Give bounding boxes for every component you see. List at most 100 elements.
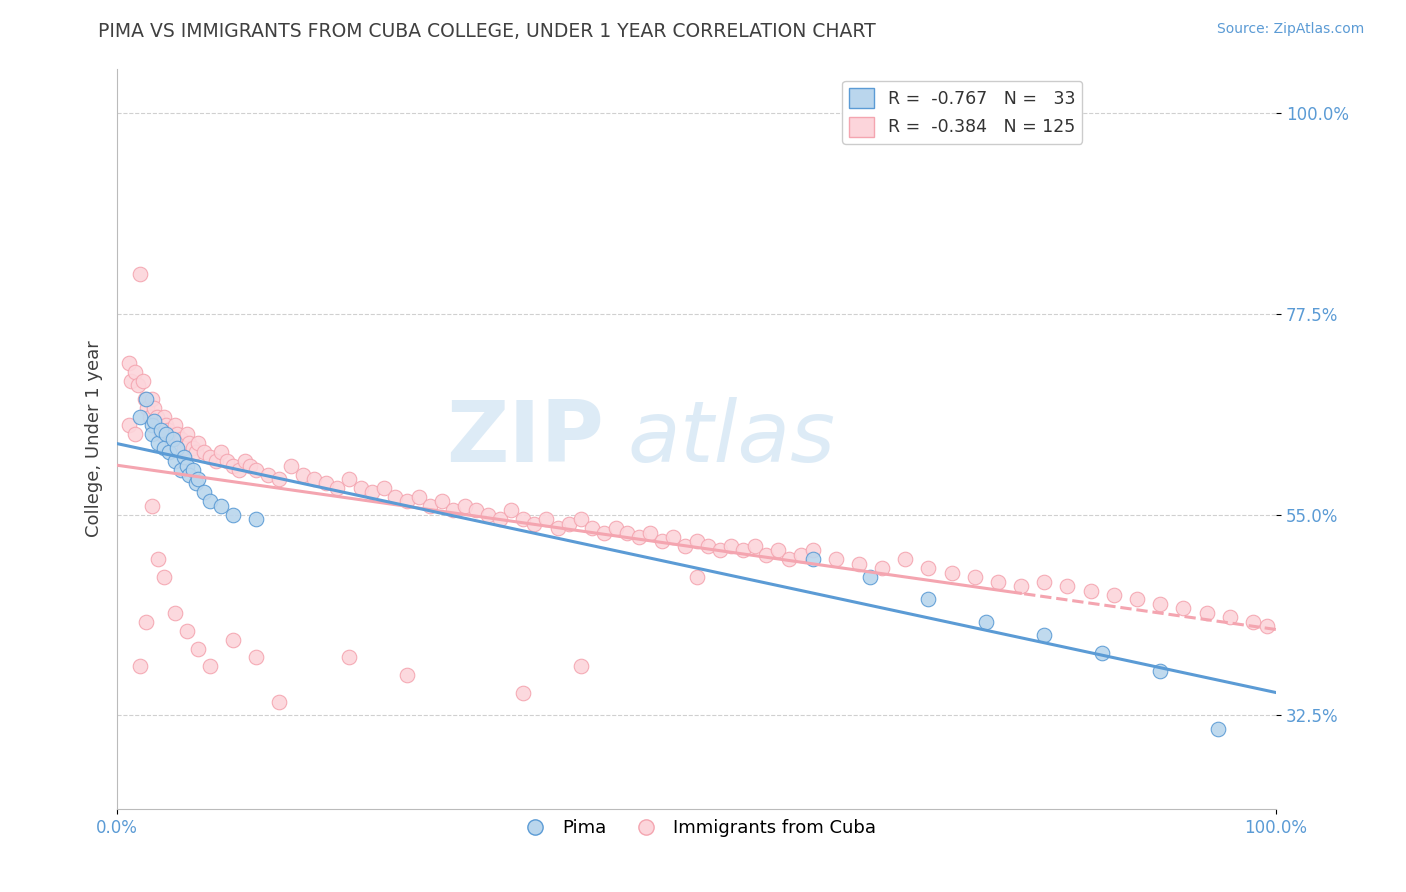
Point (150, 423, 173, 437)
Point (1173, 601, 1195, 615)
Point (326, 481, 349, 495)
Point (917, 592, 939, 607)
Text: PIMA VS IMMIGRANTS FROM CUBA COLLEGE, UNDER 1 YEAR CORRELATION CHART: PIMA VS IMMIGRANTS FROM CUBA COLLEGE, UN… (98, 22, 876, 41)
Point (187, 436, 209, 450)
Point (963, 570, 986, 584)
Point (155, 427, 177, 442)
Point (152, 409, 174, 424)
Point (198, 494, 221, 508)
Point (778, 552, 800, 566)
Point (1219, 610, 1241, 624)
Point (152, 441, 174, 455)
Point (291, 467, 314, 482)
Point (157, 445, 180, 459)
Point (1010, 579, 1032, 593)
Point (744, 539, 766, 553)
Point (222, 458, 245, 473)
Point (1206, 722, 1229, 736)
Point (302, 472, 325, 486)
Point (917, 561, 939, 575)
Point (146, 436, 169, 450)
Point (870, 561, 893, 575)
Point (170, 463, 193, 477)
Point (547, 521, 569, 535)
Point (1149, 597, 1171, 611)
Point (766, 543, 789, 558)
Point (141, 427, 163, 442)
Point (1056, 579, 1078, 593)
Point (166, 441, 188, 455)
Point (124, 365, 146, 379)
Point (138, 409, 160, 424)
Point (152, 570, 174, 584)
Point (150, 427, 173, 442)
Point (662, 530, 685, 544)
Point (157, 423, 180, 437)
Point (162, 432, 184, 446)
Point (217, 454, 239, 468)
Point (148, 418, 170, 433)
Point (245, 512, 267, 526)
Point (129, 409, 152, 424)
Point (204, 454, 226, 468)
Point (141, 392, 163, 406)
Point (640, 525, 662, 540)
Point (269, 472, 291, 486)
Point (395, 494, 418, 508)
Point (155, 418, 177, 433)
Point (501, 503, 523, 517)
Point (198, 659, 221, 673)
Point (488, 512, 510, 526)
Point (731, 543, 754, 558)
Point (280, 458, 302, 473)
Point (697, 539, 720, 553)
Point (173, 441, 195, 455)
Point (349, 481, 371, 495)
Point (129, 659, 152, 673)
Point (581, 521, 603, 535)
Text: ZIP: ZIP (446, 397, 605, 480)
Point (616, 525, 638, 540)
Point (1195, 606, 1218, 620)
Point (129, 267, 152, 281)
Point (790, 548, 813, 562)
Point (558, 516, 581, 531)
Point (1033, 574, 1056, 589)
Text: Source: ZipAtlas.com: Source: ZipAtlas.com (1216, 22, 1364, 37)
Point (135, 615, 157, 629)
Point (141, 418, 163, 433)
Point (173, 450, 195, 464)
Point (1091, 646, 1114, 660)
Point (159, 427, 181, 442)
Point (605, 521, 627, 535)
Point (141, 499, 163, 513)
Point (127, 378, 149, 392)
Point (685, 570, 707, 584)
Point (673, 539, 696, 553)
Point (211, 445, 233, 459)
Point (177, 436, 200, 450)
Point (534, 512, 557, 526)
Point (146, 552, 169, 566)
Point (166, 427, 188, 442)
Point (165, 454, 187, 468)
Point (373, 481, 395, 495)
Y-axis label: College, Under 1 year: College, Under 1 year (86, 341, 103, 537)
Point (512, 686, 534, 700)
Point (184, 445, 207, 459)
Point (118, 356, 141, 370)
Point (627, 530, 650, 544)
Point (361, 485, 384, 500)
Point (135, 392, 157, 406)
Point (124, 427, 146, 442)
Point (512, 512, 534, 526)
Point (685, 534, 707, 549)
Point (801, 543, 824, 558)
Point (176, 624, 198, 638)
Point (184, 476, 207, 491)
Point (239, 458, 262, 473)
Point (1241, 615, 1264, 629)
Point (165, 606, 187, 620)
Point (176, 458, 198, 473)
Point (187, 641, 209, 656)
